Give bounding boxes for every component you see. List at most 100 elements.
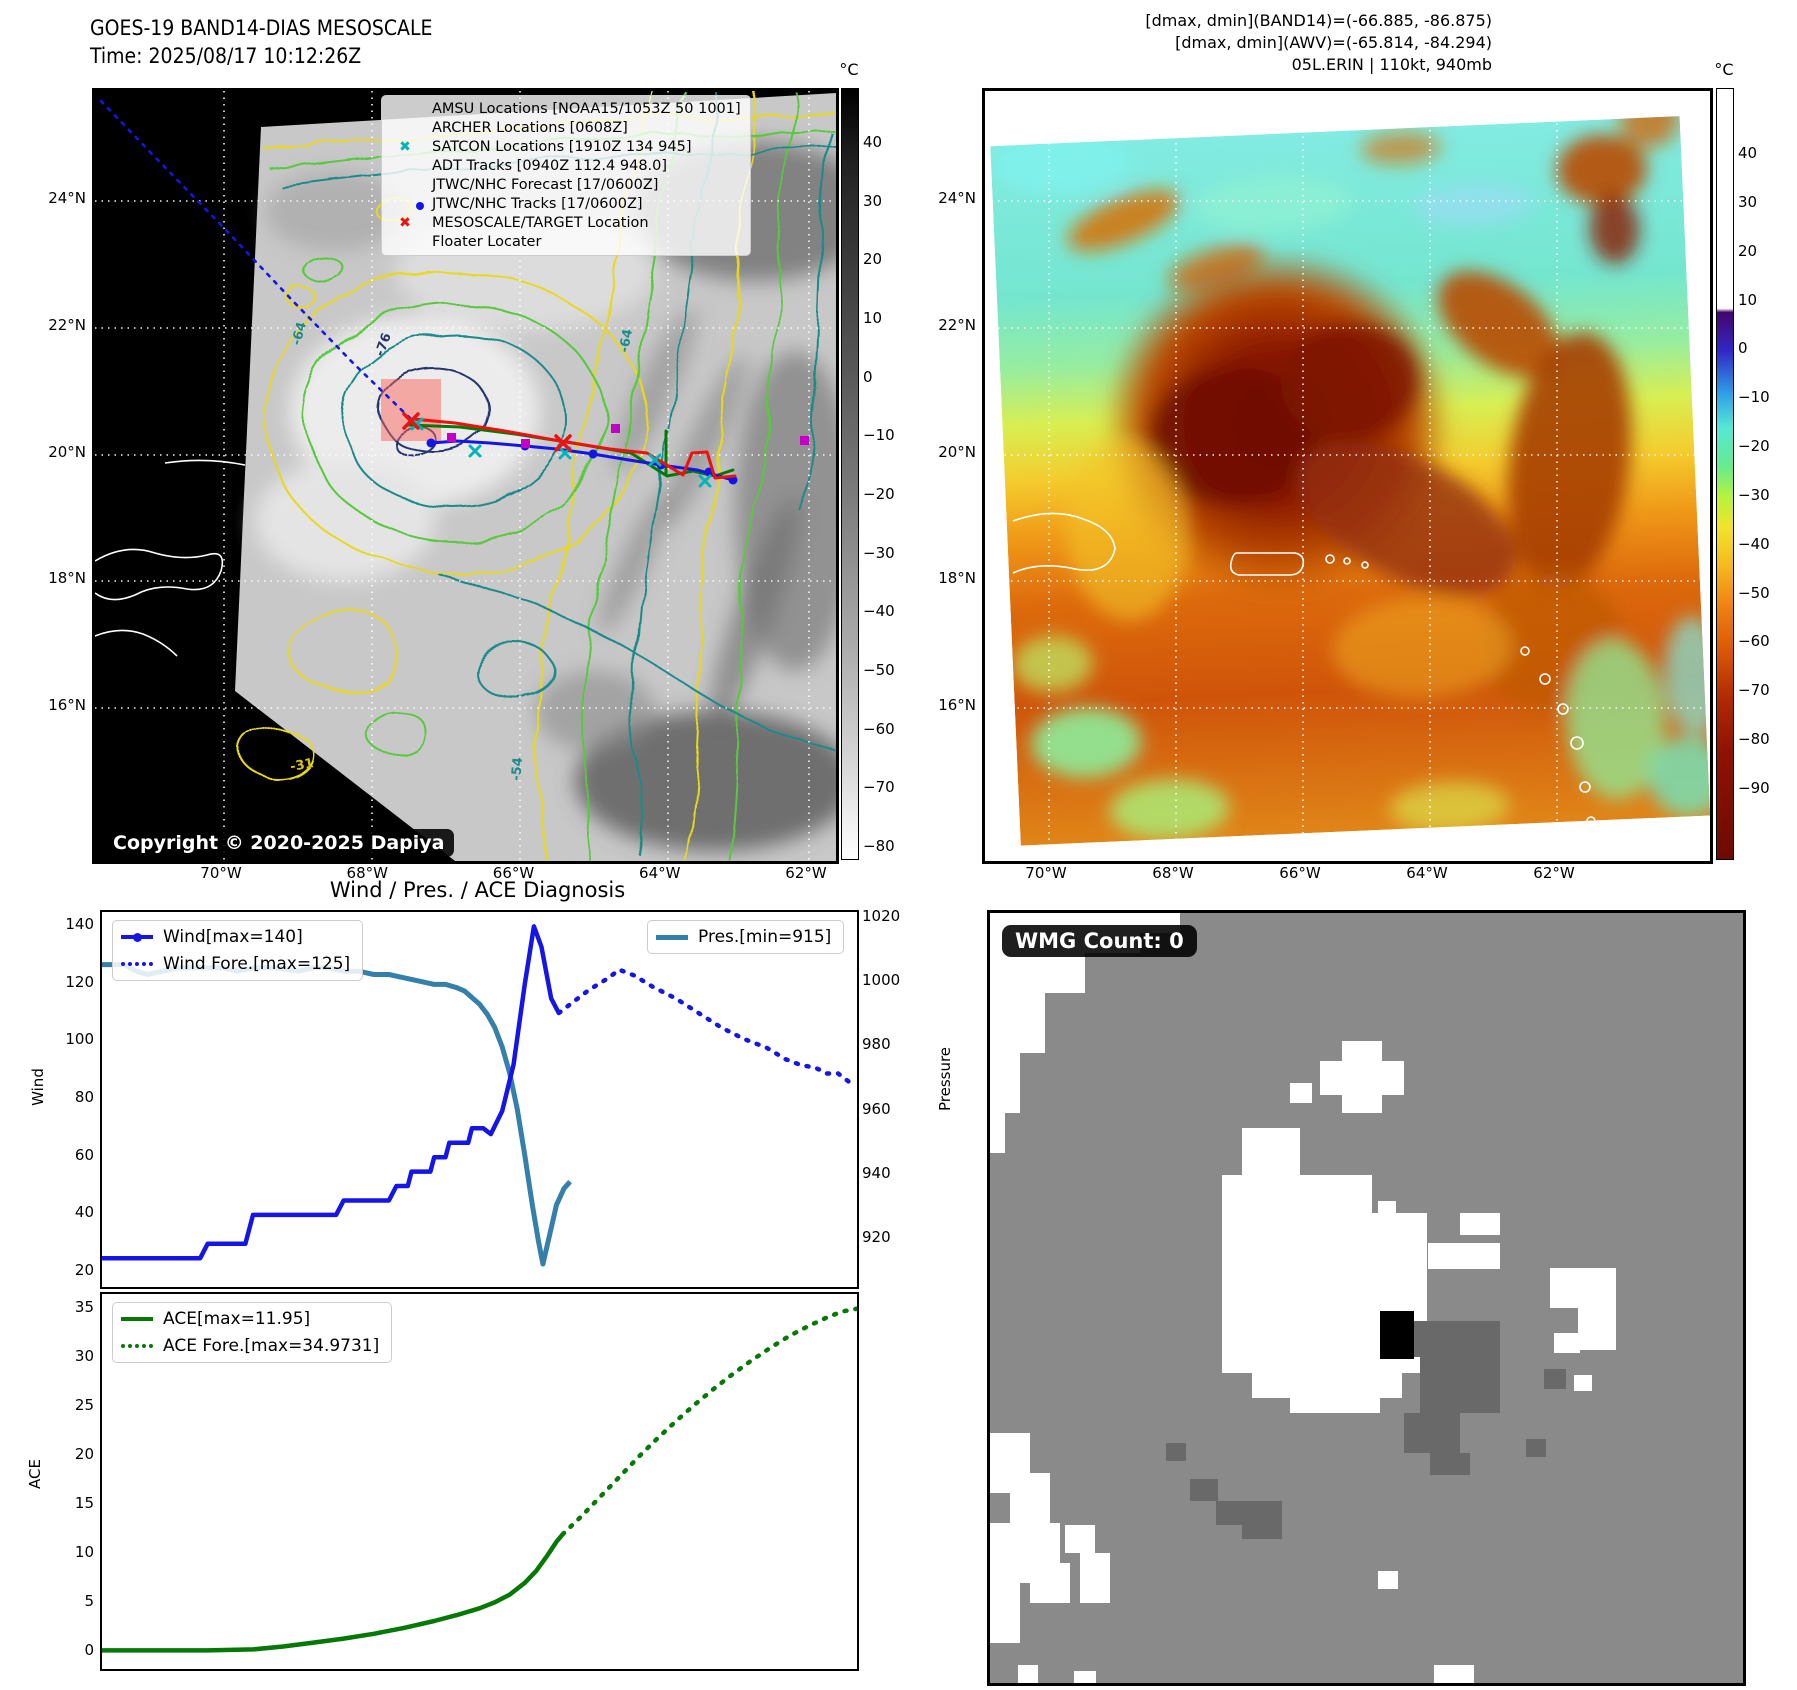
ace-axis-tick: 35: [74, 1298, 94, 1316]
wind-axis-tick: 40: [74, 1203, 94, 1222]
pressure-axis-ticks: 1020 1000 980 960 940 920: [862, 908, 908, 1245]
target-location-markers: [402, 412, 572, 452]
legend-label: SATCON Locations [1910Z 134 945]: [432, 139, 692, 155]
wind-axis-tick: 120: [65, 972, 94, 991]
lat-tick-label: 16°N: [938, 696, 976, 714]
panel-title-block: GOES-19 BAND14-DIAS MESOSCALE Time: 2025…: [90, 14, 432, 70]
ace-axis-tick: 30: [74, 1347, 94, 1365]
svg-text:-31: -31: [289, 756, 315, 775]
wind-axis-tick: 140: [65, 915, 94, 933]
svg-text:-54: -54: [509, 757, 526, 782]
lon-tick-label: 66°W: [1279, 864, 1321, 882]
legend-item-archer: ARCHER Locations [0608Z]: [390, 120, 742, 136]
graticule: [985, 91, 1710, 861]
legend-item-forecast: JTWC/NHC Forecast [17/0600Z]: [390, 177, 742, 193]
lat-tick-label: 20°N: [938, 442, 976, 461]
wind-axis-tick: 60: [74, 1145, 94, 1164]
legend-item-target: ✖ MESOSCALE/TARGET Location: [390, 215, 742, 231]
colorbar-tick-label: −90: [1738, 778, 1770, 797]
ace-axis-tick: 5: [84, 1592, 94, 1610]
lon-tick-label: 68°W: [346, 864, 388, 882]
copyright-watermark: Copyright © 2020-2025 Dapiya: [103, 829, 455, 857]
ace-axis-tick: 20: [74, 1445, 94, 1463]
legend-item-adt: ADT Tracks [0940Z 112.4 948.0]: [390, 158, 742, 174]
lat-tick-label: 18°N: [938, 569, 976, 588]
colorbar-tick-label: −40: [1738, 534, 1770, 553]
colorbar-tick-label: 20: [1738, 241, 1758, 260]
lon-tick-label: 70°W: [200, 864, 242, 882]
awv-lat-ticks: 24°N 22°N 20°N 18°N 16°N: [924, 190, 976, 713]
lat-tick-label: 16°N: [48, 696, 86, 714]
svg-text:-64: -64: [617, 328, 636, 354]
colorbar-tick-label: −40: [863, 602, 895, 621]
colorbar-tick-label: 30: [1738, 192, 1758, 211]
ace-axis-tick: 10: [74, 1543, 94, 1561]
svg-text:-64: -64: [289, 320, 310, 347]
legend-item-wind: Wind[max=140]: [121, 927, 350, 947]
legend-item-ace-forecast: ACE Fore.[max=34.9731]: [121, 1336, 379, 1356]
band14-lon-ticks: 70°W 68°W 66°W 64°W 62°W: [186, 864, 841, 882]
wind-axis-ticks: 140 120 100 80 60 40 20: [50, 916, 94, 1278]
legend-label: ARCHER Locations [0608Z]: [432, 120, 628, 136]
wind-line: [102, 924, 561, 1261]
lat-tick-label: 22°N: [48, 315, 86, 334]
legend-label: ACE Fore.[max=34.9731]: [163, 1336, 380, 1356]
legend-label: MESOSCALE/TARGET Location: [432, 215, 649, 231]
wind-axis-tick: 80: [74, 1087, 94, 1106]
legend-label: Wind Fore.[max=125]: [163, 954, 351, 974]
lon-tick-label: 68°W: [1152, 864, 1194, 882]
blue-dotted-line-icon: [121, 962, 153, 966]
wind-legend: Wind[max=140] Wind Fore.[max=125]: [112, 920, 364, 981]
legend-item-satcon: ✖ SATCON Locations [1910Z 134 945]: [390, 139, 742, 155]
wind-axis-label: Wind: [29, 1068, 47, 1106]
lon-tick-label: 66°W: [492, 864, 535, 882]
legend-item-pressure: Pres.[min=915]: [656, 927, 831, 947]
chart-title: Wind / Pres. / ACE Diagnosis: [329, 878, 626, 902]
wind-forecast-line: [556, 967, 852, 1085]
wmg-count-badge: WMG Count: 0: [1002, 925, 1197, 957]
pressure-axis-tick: 980: [862, 1035, 891, 1054]
legend-item-tracks: JTWC/NHC Tracks [17/0600Z]: [390, 196, 742, 212]
jtwc-forecast-line: [99, 99, 415, 423]
colorbar-tick-label: −60: [863, 719, 895, 738]
legend-label: Pres.[min=915]: [698, 927, 832, 947]
ace-axis-ticks: 35 30 25 20 15 10 5 0: [58, 1299, 94, 1658]
colorbar-tick-label: −70: [1738, 681, 1770, 700]
pressure-legend: Pres.[min=915]: [647, 920, 845, 954]
pressure-axis-tick: 1000: [862, 971, 901, 990]
band14-satellite-map: -76 -64 -64 -54 -31 AMSU Locations [NOAA…: [92, 88, 839, 864]
wind-pressure-plot: Wind[max=140] Wind Fore.[max=125] Pres.[…: [100, 910, 859, 1289]
wmg-count-map: WMG Count: 0: [987, 910, 1746, 1686]
colorbar-tick-label: −10: [1738, 388, 1770, 407]
dmax-dmin-band14: [dmax, dmin](BAND14)=(-66.885, -86.875): [1145, 11, 1492, 30]
ace-plot: ACE[max=11.95] ACE Fore.[max=34.9731]: [100, 1292, 859, 1671]
lon-tick-label: 64°W: [1406, 864, 1448, 882]
ace-legend: ACE[max=11.95] ACE Fore.[max=34.9731]: [112, 1302, 393, 1363]
colorbar-tick-label: −60: [1738, 632, 1770, 651]
colorbar-tick-label: −20: [863, 484, 895, 503]
band14-colorbar-unit: °C: [839, 60, 859, 79]
colorbar-tick-label: −20: [1738, 437, 1770, 456]
steelblue-line-icon: [656, 934, 688, 940]
colorbar-tick-label: −50: [863, 660, 895, 679]
legend-label: Floater Locater: [432, 234, 542, 250]
ace-axis-tick: 15: [74, 1494, 94, 1512]
colorbar-tick-label: −80: [1738, 730, 1770, 749]
ace-plot-area: [102, 1306, 857, 1653]
lat-tick-label: 24°N: [48, 189, 86, 207]
storm-tracks: [99, 99, 809, 488]
awv-satellite-map: [982, 88, 1713, 864]
awv-map-image: [985, 91, 1710, 861]
jtwc-track-line: [429, 439, 735, 482]
band14-map-legend: AMSU Locations [NOAA15/1053Z 50 1001] AR…: [381, 95, 751, 256]
colorbar-tick-label: 40: [1738, 144, 1758, 162]
ace-axis-tick: 25: [74, 1396, 94, 1414]
colorbar-tick-label: 10: [863, 308, 883, 327]
lon-tick-label: 62°W: [785, 864, 827, 882]
colorbar-tick-label: 30: [863, 191, 883, 210]
floater-locater-line: [411, 417, 737, 480]
pressure-axis-tick: 940: [862, 1163, 891, 1182]
colorbar-tick-label: −70: [863, 778, 895, 797]
wmg-black-cell: [1380, 1311, 1414, 1359]
dmax-dmin-awv: [dmax, dmin](AWV)=(-65.814, -84.294): [1175, 33, 1492, 52]
